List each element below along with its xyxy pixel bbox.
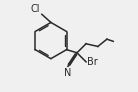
Text: N: N	[63, 68, 71, 78]
Text: Cl: Cl	[31, 4, 40, 14]
Text: Br: Br	[87, 57, 98, 67]
